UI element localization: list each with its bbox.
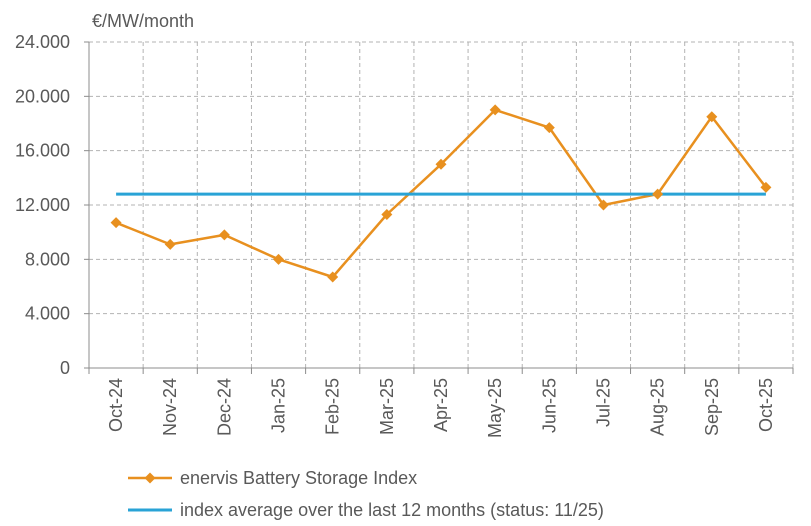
- legend: enervis Battery Storage Index index avera…: [128, 468, 604, 520]
- x-tick-label: May-25: [485, 378, 505, 438]
- y-tick-label: 20.000: [15, 86, 70, 106]
- x-tick-label: Jun-25: [539, 378, 559, 433]
- x-tick-label: Sep-25: [702, 378, 722, 436]
- series-lines: [115, 108, 767, 279]
- x-tick-label: Oct-25: [756, 378, 776, 432]
- index-data-point: [218, 229, 230, 241]
- legend-index-label: enervis Battery Storage Index: [180, 468, 417, 488]
- axes: [84, 41, 794, 374]
- y-tick-label: 0: [60, 358, 70, 378]
- index-data-point: [164, 238, 176, 250]
- y-tick-label: 12.000: [15, 195, 70, 215]
- index-data-point: [435, 158, 447, 170]
- grid-lines: [89, 41, 794, 368]
- x-tick-label: Jan-25: [269, 378, 289, 433]
- y-tick-label: 8.000: [25, 249, 70, 269]
- index-data-point: [489, 104, 501, 116]
- legend-index-swatch-marker: [144, 472, 156, 484]
- x-tick-labels: Oct-24 Nov-24 Dec-24 Jan-25 Feb-25 Mar-25 Apr-…: [106, 378, 776, 438]
- index-data-point: [381, 209, 393, 221]
- index-data-point: [110, 217, 122, 229]
- y-tick-label: 16.000: [15, 141, 70, 161]
- legend-average-label: index average over the last 12 months (s…: [180, 500, 604, 520]
- x-tick-label: Apr-25: [431, 378, 451, 432]
- y-tick-label: 24.000: [15, 32, 70, 52]
- series-markers: [110, 104, 772, 283]
- index-data-point: [597, 199, 609, 211]
- index-data-point: [760, 181, 772, 193]
- x-tick-label: Aug-25: [648, 378, 668, 436]
- x-tick-label: Dec-24: [214, 378, 234, 436]
- x-tick-label: Nov-24: [160, 378, 180, 436]
- index-data-point: [543, 122, 555, 134]
- x-tick-label: Jul-25: [593, 378, 613, 427]
- index-data-point: [706, 111, 718, 123]
- y-tick-labels: 0 4.000 8.000 12.000 16.000 20.000 24.000: [15, 32, 70, 378]
- x-tick-label: Mar-25: [377, 378, 397, 435]
- index-data-point: [652, 188, 664, 200]
- index-data-point: [273, 253, 285, 265]
- x-tick-label: Feb-25: [323, 378, 343, 435]
- y-axis-unit-label: €/MW/month: [92, 11, 194, 31]
- index-data-point: [327, 271, 339, 283]
- y-tick-label: 4.000: [25, 304, 70, 324]
- x-tick-label: Oct-24: [106, 378, 126, 432]
